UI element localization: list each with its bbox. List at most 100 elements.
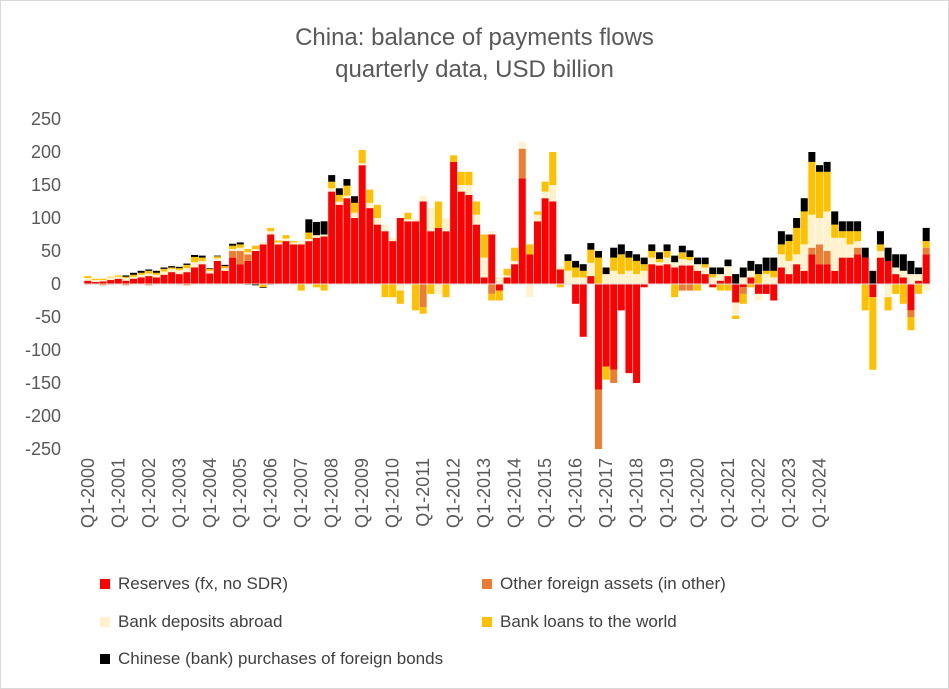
x-tick-label: Q1-2019 xyxy=(657,458,677,528)
bar-segment xyxy=(130,278,138,284)
bar-segment xyxy=(678,284,686,291)
bar-segment xyxy=(907,274,915,284)
x-tick-label: Q1-2017 xyxy=(596,458,616,528)
bar-segment xyxy=(663,257,671,265)
bar-segment xyxy=(419,196,427,202)
bar-segment xyxy=(755,264,763,275)
bar-segment xyxy=(259,241,267,245)
bar-segment xyxy=(198,264,206,284)
bar-segment xyxy=(808,152,816,162)
bar-segment xyxy=(739,267,747,278)
bar-segment xyxy=(305,239,313,242)
bar-segment xyxy=(427,284,435,294)
bar-segment xyxy=(655,252,663,259)
bar-segment xyxy=(244,252,252,255)
bar-segment xyxy=(114,275,122,277)
bar-segment xyxy=(251,245,259,250)
bar-segment xyxy=(922,284,930,291)
bar-segment xyxy=(732,274,740,284)
bar-segment xyxy=(625,284,633,374)
bar-segment xyxy=(335,201,343,205)
bar-segment xyxy=(229,251,237,258)
bar-segment xyxy=(206,273,214,284)
bar-segment xyxy=(602,267,610,275)
bar-segment xyxy=(549,201,557,284)
x-tick-label: Q1-2009 xyxy=(352,458,372,528)
bar-segment xyxy=(625,251,633,258)
bar-segment xyxy=(785,260,793,275)
bar-segment xyxy=(602,284,610,367)
bar-segment xyxy=(694,284,702,291)
bar-segment xyxy=(861,257,869,284)
bar-segment xyxy=(610,270,618,284)
bar-segment xyxy=(732,302,740,316)
bar-segment xyxy=(91,280,99,283)
x-tick-label: Q1-2005 xyxy=(230,458,250,528)
bar-segment xyxy=(572,277,580,284)
bar-segment xyxy=(922,247,930,255)
y-axis: -250 -200 -150 -100 -50 0 50 100 150 200 250 xyxy=(25,109,61,459)
bar-segment xyxy=(671,262,679,268)
x-tick-label: Q1-2002 xyxy=(139,458,159,528)
bar-segment xyxy=(236,264,244,284)
bar-segment xyxy=(152,270,160,273)
x-tick-label: Q1-2020 xyxy=(688,458,708,528)
bar-segment xyxy=(335,188,343,195)
bar-segment xyxy=(831,211,839,225)
bar-segment xyxy=(686,265,694,284)
bar-segment xyxy=(328,181,336,189)
bar-segment xyxy=(328,191,336,284)
bar-segment xyxy=(800,244,808,271)
bar-segment xyxy=(114,278,122,284)
bar-segment xyxy=(777,244,785,255)
bar-segment xyxy=(633,254,641,261)
chart-subtitle: quarterly data, USD billion xyxy=(335,56,614,83)
bar-segment xyxy=(876,257,884,284)
bar-segment xyxy=(221,268,229,271)
x-tick-label: Q1-2011 xyxy=(413,458,433,527)
bar-segment xyxy=(328,188,336,192)
bar-segment xyxy=(533,214,541,222)
bar-segment xyxy=(648,264,656,284)
bar-segment xyxy=(183,272,191,284)
bar-segment xyxy=(549,152,557,185)
bar-segment xyxy=(533,221,541,284)
bar-segment xyxy=(892,274,900,284)
bar-segment xyxy=(915,274,923,281)
bar-segment xyxy=(907,310,915,317)
bar-segment xyxy=(663,244,671,251)
bar-segment xyxy=(800,198,808,212)
bar-segment xyxy=(762,274,770,284)
bar-segment xyxy=(480,257,488,278)
bar-segment xyxy=(328,175,336,182)
bar-segment xyxy=(838,231,846,238)
bar-segment xyxy=(152,272,160,275)
bar-segment xyxy=(541,191,549,199)
bar-segment xyxy=(808,254,816,284)
bar-segment xyxy=(884,284,892,298)
bar-segment xyxy=(815,244,823,265)
bar-segment xyxy=(229,245,237,250)
bar-segment xyxy=(716,274,724,281)
bar-segment xyxy=(587,249,595,263)
bar-segment xyxy=(221,266,229,269)
bar-segment xyxy=(244,249,252,253)
bar-segment xyxy=(610,247,618,258)
bar-segment xyxy=(907,284,915,311)
x-tick-label: Q1-2022 xyxy=(749,458,769,528)
x-tick-label: Q1-2016 xyxy=(566,458,586,528)
bar-segment xyxy=(793,254,801,265)
bar-segment xyxy=(373,224,381,284)
bar-segment xyxy=(183,264,191,269)
x-axis: Q1-2000 Q1-2001 Q1-2002 Q1-2003 Q1-2004 Q1-20… xyxy=(78,458,830,528)
bar-segment xyxy=(770,284,778,301)
bar-segment xyxy=(876,251,884,258)
bar-segment xyxy=(480,234,488,258)
x-tick-label: Q1-2007 xyxy=(291,458,311,528)
bar-segment xyxy=(838,221,846,232)
bar-segment xyxy=(221,264,229,267)
bar-segment xyxy=(427,231,435,284)
bar-segment xyxy=(785,241,793,261)
bar-segment xyxy=(366,202,374,209)
